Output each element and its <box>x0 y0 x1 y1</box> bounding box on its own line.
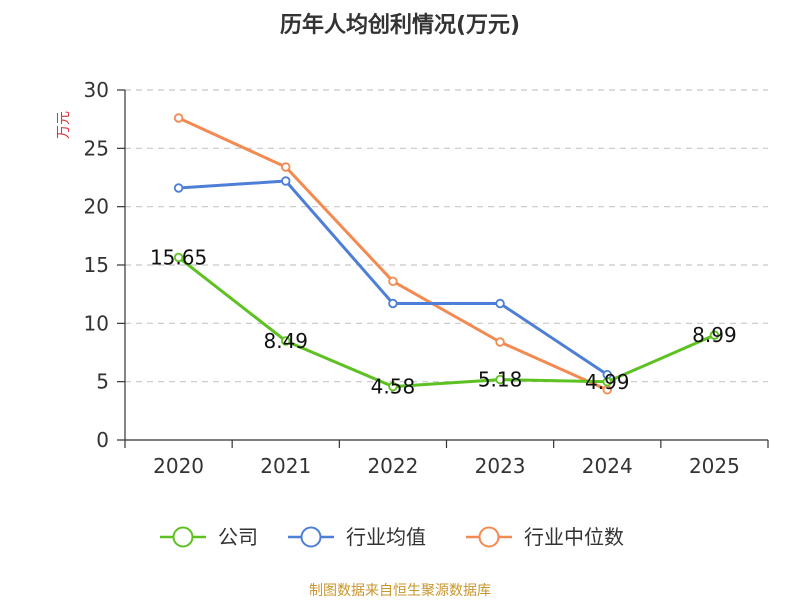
data-point <box>709 330 720 340</box>
data-label: 4.58 <box>371 375 416 399</box>
y-tick-label: 5 <box>96 370 109 394</box>
legend-label: 行业均值 <box>346 525 426 549</box>
legend-swatch-marker <box>478 526 500 548</box>
data-label: 15.65 <box>150 245 207 269</box>
data-point <box>281 176 291 186</box>
data-point <box>388 276 398 287</box>
y-tick-label: 30 <box>84 78 109 102</box>
data-point <box>495 374 505 385</box>
x-tick-label: 2023 <box>475 454 526 478</box>
data-label: 5.18 <box>478 368 523 392</box>
data-point <box>281 162 291 172</box>
data-label: 4.99 <box>585 370 630 394</box>
legend-label: 行业中位数 <box>524 525 624 549</box>
legend-label: 公司 <box>218 525 258 549</box>
x-tick-label: 2020 <box>153 454 204 478</box>
data-point <box>495 337 505 347</box>
data-point <box>495 298 505 309</box>
legend-item[interactable]: 公司 <box>160 525 258 549</box>
y-tick-label: 15 <box>84 253 109 277</box>
x-tick-label: 2022 <box>367 454 418 478</box>
chart-title: 历年人均创利情况(万元) <box>280 12 520 38</box>
data-point <box>388 298 398 309</box>
data-point <box>602 377 612 387</box>
grid <box>125 89 768 383</box>
y-tick-label: 0 <box>96 428 109 452</box>
legend[interactable]: 公司 行业均值 行业中位数 <box>160 525 624 549</box>
data-labels: 15.65 8.49 4.58 5.18 4.99 8.99 <box>150 245 737 398</box>
y-tick-label: 20 <box>84 195 109 219</box>
data-point <box>281 336 291 346</box>
y-tick-label: 25 <box>84 136 109 160</box>
data-label: 8.49 <box>263 329 308 353</box>
data-label: 8.99 <box>692 323 737 347</box>
legend-item[interactable]: 行业均值 <box>288 525 426 549</box>
source-note: 制图数据来自恒生聚源数据库 <box>309 583 491 599</box>
data-point <box>388 381 398 392</box>
data-point <box>173 113 184 123</box>
x-tick-label: 2021 <box>260 454 311 478</box>
legend-item[interactable]: 行业中位数 <box>466 525 624 549</box>
y-axis-label: 万元 <box>56 111 72 139</box>
legend-swatch-marker <box>172 526 194 548</box>
x-tick-label: 2025 <box>689 454 740 478</box>
x-tick-label: 2024 <box>582 454 633 478</box>
series-line-2 <box>177 116 608 392</box>
series-layer <box>173 113 720 395</box>
y-tick-label: 10 <box>84 311 109 335</box>
legend-swatch-marker <box>300 526 322 548</box>
data-point <box>173 183 184 193</box>
data-point <box>173 252 184 263</box>
series-line-0 <box>177 256 716 389</box>
